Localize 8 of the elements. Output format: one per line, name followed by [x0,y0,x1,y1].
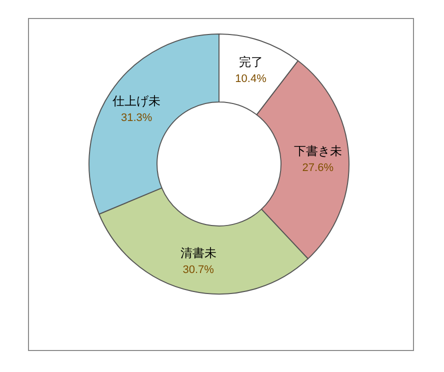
data-label: 27.6% [302,162,334,174]
slice-label: 清書未 [180,246,216,260]
slice-label: 仕上げ未 [112,94,161,108]
slice-label: 下書き未 [294,144,342,158]
slice-label: 完了 [238,55,263,70]
data-label: 31.3% [120,112,152,124]
data-label: 30.7% [182,264,214,276]
data-label: 10.4% [235,73,267,86]
